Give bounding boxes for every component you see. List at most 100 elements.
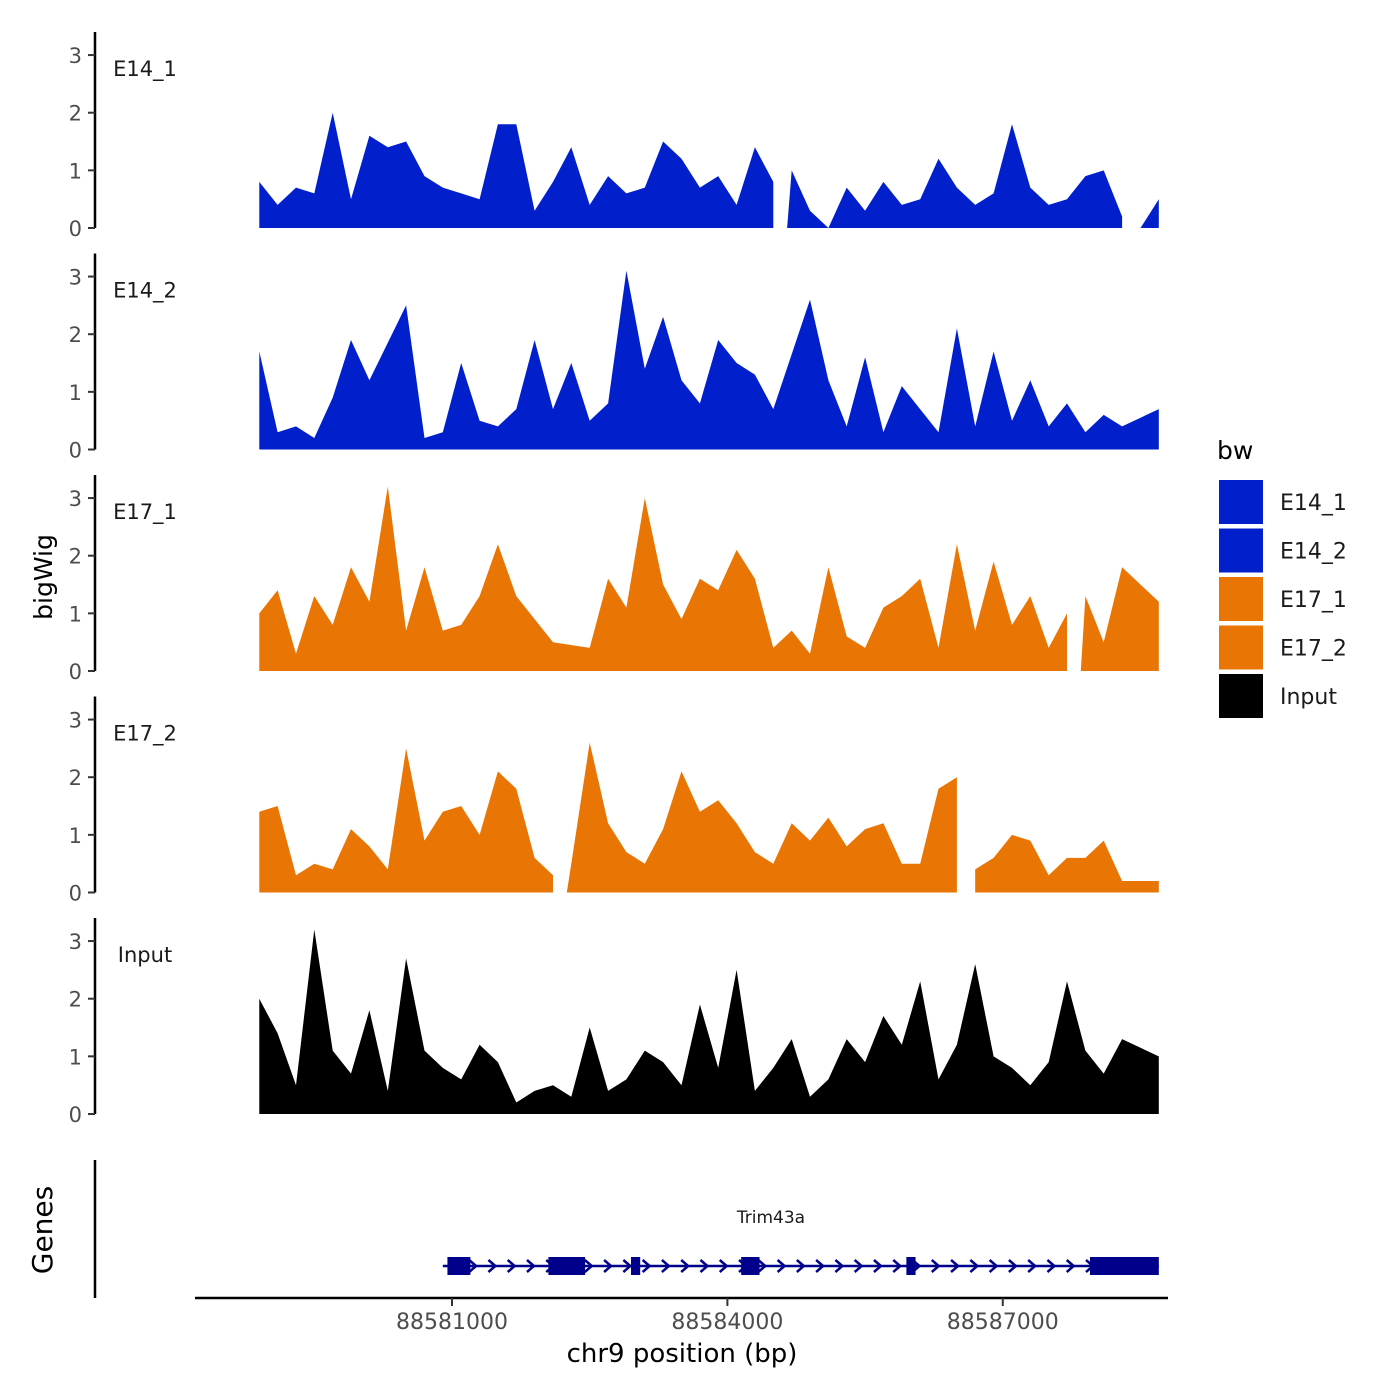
strand-arrow	[661, 1259, 671, 1273]
strand-arrow	[622, 1259, 633, 1273]
y-tick-label: 1	[69, 159, 82, 183]
y-tick-label: 3	[69, 487, 82, 511]
exon	[906, 1257, 916, 1275]
track-E17_2: 0 1 2 3 E17_2	[69, 696, 1159, 906]
y-tick-label: 0	[69, 439, 82, 463]
y-tick-label: 0	[69, 660, 82, 684]
legend-title: bw	[1217, 436, 1253, 465]
y-tick-label: 3	[69, 709, 82, 733]
strand-arrow	[873, 1259, 883, 1273]
legend-swatch	[1219, 480, 1263, 524]
strand-arrow	[815, 1259, 826, 1273]
x-axis: 88581000 88584000 88587000	[195, 1296, 1168, 1335]
strand-arrow	[930, 1259, 941, 1273]
area-E14_2	[259, 270, 1159, 450]
strand-arrow	[796, 1259, 806, 1273]
y-tick-label: 1	[69, 824, 82, 848]
track-E14_2: 0 1 2 3 E14_2	[69, 253, 1159, 463]
y-tick-label: 2	[69, 102, 82, 126]
exon	[631, 1257, 641, 1275]
y-tick-label: 0	[69, 1103, 82, 1127]
y-tick-label: 1	[69, 1045, 82, 1069]
exon	[1089, 1257, 1159, 1275]
strand-arrow	[487, 1259, 498, 1273]
track-label: E14_1	[113, 57, 177, 82]
x-tick-label: 88587000	[947, 1310, 1059, 1335]
area-E17_1	[259, 486, 1067, 671]
strand-arrow	[1027, 1259, 1038, 1273]
y-tick-label: 2	[69, 545, 82, 569]
y-tick-label: 2	[69, 323, 82, 347]
x-axis-title: chr9 position (bp)	[567, 1339, 798, 1369]
strand-arrow	[699, 1259, 710, 1273]
y-tick-label: 3	[69, 44, 82, 68]
y-axis-title: bigWig	[29, 534, 58, 620]
area-E17_2	[975, 834, 1159, 893]
area-E17_2	[259, 748, 553, 893]
gene-track: Trim43a	[93, 1160, 1159, 1298]
exon	[548, 1257, 586, 1275]
track-E14_1: 0 1 2 3 E14_1	[69, 32, 1159, 241]
area-E14_1	[1140, 199, 1159, 228]
strand-arrow	[641, 1259, 652, 1273]
legend-entries: E14_1 E14_2 E17_1 E17_2 Input	[1219, 480, 1347, 718]
legend-swatch	[1219, 625, 1263, 670]
area-E14_1	[787, 124, 1123, 228]
strand-arrow	[583, 1259, 594, 1273]
strand-arrow	[988, 1259, 999, 1273]
strand-arrow	[603, 1259, 613, 1273]
strand-arrow	[776, 1259, 787, 1273]
y-tick-label: 1	[69, 602, 82, 626]
strand-arrow	[506, 1259, 517, 1273]
strand-arrow	[526, 1259, 536, 1273]
x-tick-label: 88584000	[671, 1310, 783, 1335]
y-tick-label: 0	[69, 882, 82, 906]
y-tick-label: 1	[69, 381, 82, 405]
y-tick-label: 0	[69, 217, 82, 241]
track-label: E17_1	[113, 500, 177, 525]
area-E14_1	[259, 112, 774, 228]
track-label: Input	[118, 943, 172, 967]
exon	[447, 1257, 471, 1275]
bigwig-tracks: 0 1 2 3 E14_1 0 1 2 3 E14_2 0 1 2 3 E17_1 0 1 2 3 E17_2 0 1 2 3…	[69, 32, 1159, 1127]
strand-arrow	[1046, 1259, 1057, 1273]
legend-entry: Input	[1219, 674, 1337, 718]
legend-label: Input	[1280, 685, 1337, 710]
legend: bw E14_1 E14_2 E17_1 E17_2 Input	[1217, 436, 1347, 718]
area-E17_2	[566, 742, 957, 893]
strand-arrow	[950, 1259, 960, 1273]
strand-arrow	[969, 1259, 980, 1273]
exon	[741, 1257, 760, 1275]
strand-arrow	[757, 1259, 768, 1273]
legend-label: E17_1	[1280, 588, 1347, 613]
legend-swatch	[1219, 528, 1263, 573]
area-Input	[259, 929, 1159, 1114]
strand-arrow	[718, 1259, 729, 1273]
y-tick-label: 2	[69, 988, 82, 1012]
strand-arrow	[680, 1259, 691, 1273]
legend-label: E17_2	[1280, 637, 1347, 662]
strand-arrow	[468, 1259, 479, 1273]
strand-arrow	[1008, 1259, 1018, 1273]
legend-swatch	[1219, 577, 1263, 621]
legend-label: E14_2	[1280, 540, 1347, 565]
legend-entry: E14_2	[1219, 528, 1347, 573]
x-tick-label: 88581000	[396, 1310, 508, 1335]
strand-arrow	[892, 1259, 903, 1273]
strand-arrow	[1065, 1259, 1076, 1273]
legend-entry: E17_1	[1219, 577, 1347, 621]
legend-entry: E14_1	[1219, 480, 1347, 524]
track-label: E14_2	[113, 279, 177, 304]
area-E17_1	[1080, 567, 1159, 671]
legend-swatch	[1219, 674, 1263, 718]
genes-axis-title: Genes	[26, 1186, 59, 1274]
track-label: E17_2	[113, 722, 177, 747]
gene-name: Trim43a	[736, 1208, 805, 1228]
track-E17_1: 0 1 2 3 E17_1	[69, 475, 1159, 684]
strand-arrow	[853, 1259, 864, 1273]
strand-arrow	[834, 1259, 845, 1273]
y-tick-label: 2	[69, 766, 82, 790]
y-tick-label: 3	[69, 266, 82, 290]
